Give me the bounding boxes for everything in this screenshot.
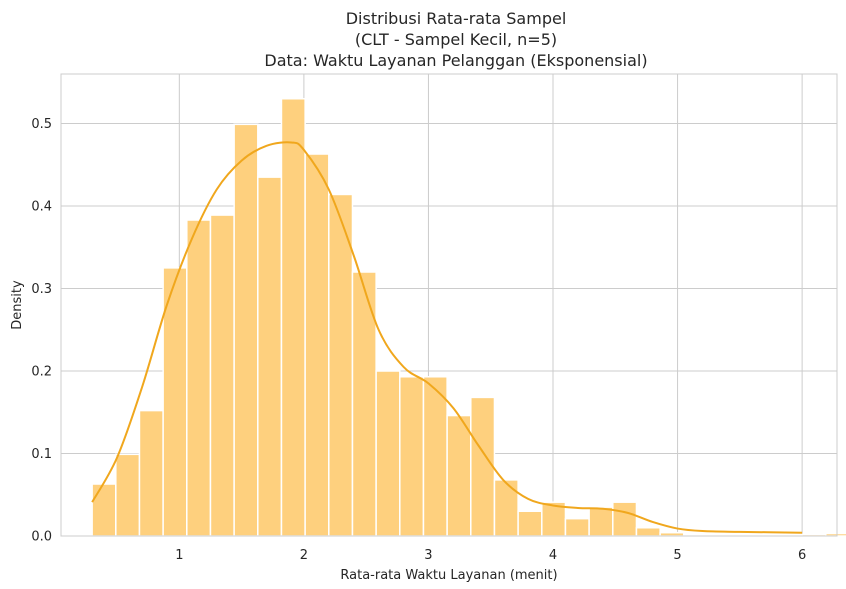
histogram-bar [612,501,638,537]
histogram-bar [825,532,846,537]
x-axis-label: Rata-rata Waktu Layanan (menit) [340,568,557,583]
y-tick-label: 0.0 [31,530,52,545]
x-tick-label: 6 [798,548,806,563]
kde-curve [91,141,803,534]
histogram-bar [138,409,164,537]
histogram-bar [493,479,519,537]
histogram-bar [375,370,401,537]
histogram-bar [91,483,117,537]
y-tick-label: 0.5 [31,117,52,132]
x-tick-label: 5 [673,548,681,563]
histogram-bar [588,506,614,537]
histogram-bar [517,510,543,537]
y-axis-label: Density [10,280,25,330]
x-tick-label: 3 [424,548,432,563]
histogram-bars [91,98,846,537]
histogram-bar [304,153,330,537]
x-tick-label: 1 [175,548,183,563]
y-tick-label: 0.2 [31,365,52,380]
x-tick-label: 4 [549,548,557,563]
histogram-bar [446,414,472,537]
chart-title-line-3: Data: Waktu Layanan Pelanggan (Eksponens… [264,51,647,70]
y-tick-labels: 0.0 0.1 0.2 0.3 0.4 0.5 [31,117,52,545]
y-tick-label: 0.4 [31,200,52,215]
histogram-bar [280,98,306,537]
histogram-bar [635,527,661,537]
x-tick-labels: 1 2 3 4 5 6 [175,548,806,563]
chart-title-line-2: (CLT - Sampel Kecil, n=5) [355,30,557,49]
x-tick-label: 2 [300,548,308,563]
histogram-bar [328,193,354,537]
y-tick-label: 0.1 [31,447,52,462]
histogram-bar [209,214,235,537]
histogram-bar [186,219,212,537]
histogram-bar [399,376,425,537]
y-tick-label: 0.3 [31,282,52,297]
chart-title-line-1: Distribusi Rata-rata Sampel [346,9,567,28]
histogram-bar [257,176,283,537]
histogram-bar [564,517,590,537]
histogram-bar [422,376,448,537]
histogram-bar [233,123,259,537]
histogram-bar [470,396,496,537]
histogram-bar [115,453,141,537]
plot-frame [60,73,838,537]
